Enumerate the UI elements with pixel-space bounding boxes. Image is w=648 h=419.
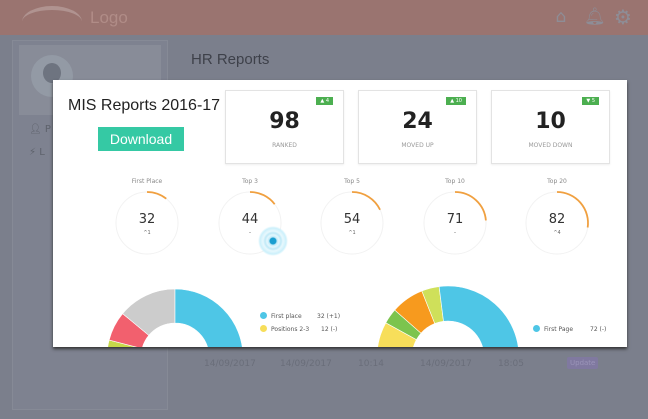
legend-value: 32 (+1): [317, 313, 341, 320]
page-title: HR Reports: [191, 51, 270, 68]
stat-card-moved-up: ▲ 10 24 MOVED UP: [358, 90, 477, 164]
cell: 10:14: [358, 359, 384, 369]
gauge-label: Top 3: [242, 178, 258, 185]
stat-label: MOVED UP: [401, 142, 434, 149]
legend-dot: [260, 325, 267, 332]
gauge-label: First Place: [131, 178, 163, 185]
cell: 14/09/2017: [420, 359, 472, 369]
gauge-ring: [525, 191, 589, 255]
gauge-label: Top 5: [344, 178, 360, 185]
sidebar-item-1[interactable]: 👤︎ P: [29, 124, 51, 135]
click-indicator: [258, 226, 288, 256]
donut-segment: [174, 288, 243, 347]
gauge-change: ^4: [553, 230, 561, 236]
legend-dot: [260, 312, 267, 319]
gear-icon[interactable]: ⚙: [614, 5, 632, 29]
legend-name: First Page: [544, 326, 574, 333]
trend-badge: ▲ 4: [316, 97, 333, 105]
logo-swoosh: [22, 6, 82, 22]
gauge-change: –: [248, 230, 252, 236]
stat-label: MOVED DOWN: [528, 142, 573, 149]
legend-value: 12 (-): [321, 326, 338, 333]
bolt-icon: ⚡︎: [29, 147, 40, 158]
donut-chart-left: [107, 288, 243, 347]
gauge-arc: [249, 191, 276, 205]
sidebar-item-2[interactable]: ⚡︎ L: [29, 147, 45, 158]
gauge-2: Top 5 54 ^1: [312, 178, 392, 270]
gauge-change: ^1: [143, 230, 151, 236]
bell-icon[interactable]: 🔔︎: [584, 7, 606, 27]
gauge-ring: [320, 191, 384, 255]
legend-dot: [533, 325, 540, 332]
gauge-value: 44: [241, 212, 259, 227]
trend-badge: ▼ 5: [582, 97, 599, 105]
mis-report-modal: MIS Reports 2016-17 Download ▲ 4 98 RANK…: [53, 80, 627, 347]
gauge-1: Top 3 44 –: [210, 178, 290, 270]
user-icon: 👤︎: [29, 124, 45, 135]
update-button[interactable]: Update: [567, 357, 599, 369]
gauge-label: Top 20: [547, 178, 567, 185]
logo[interactable]: Logo: [90, 8, 128, 27]
donut-chart-right: [377, 285, 519, 347]
download-button[interactable]: Download: [98, 127, 184, 151]
table-row: 14/09/2017 14/09/2017 10:14 14/09/2017 1…: [190, 352, 620, 376]
home-icon[interactable]: ⌂: [555, 7, 567, 27]
gauge-value: 54: [343, 212, 361, 227]
gauge-arc: [556, 191, 589, 228]
legend-value: 72 (-): [590, 326, 607, 333]
legend-name: First place: [271, 313, 302, 320]
modal-title: MIS Reports 2016-17: [68, 97, 221, 114]
stat-card-moved-down: ▼ 5 10 MOVED DOWN: [491, 90, 610, 164]
gauge-ring: [218, 191, 282, 255]
gauge-ring: [115, 191, 179, 255]
stat-card-ranked: ▲ 4 98 RANKED: [225, 90, 344, 164]
gauge-arc: [146, 191, 167, 200]
gauge-value: 82: [548, 212, 566, 227]
gauge-change: –: [453, 230, 457, 236]
gauge-3: Top 10 71 –: [415, 178, 495, 270]
gauge-change: ^1: [348, 230, 356, 236]
gauge-label: Top 10: [445, 178, 465, 185]
cell: 18:05: [498, 359, 524, 369]
gauge-value: 71: [446, 212, 464, 227]
stat-value: 98: [269, 109, 300, 134]
top-header: Logo ⌂ 🔔︎ ⚙: [0, 0, 648, 35]
trend-badge: ▲ 10: [446, 97, 466, 105]
stat-value: 24: [402, 109, 433, 134]
cell: 14/09/2017: [280, 359, 332, 369]
donut-segment: [438, 285, 519, 347]
gauge-arc: [454, 191, 487, 221]
gauge-arc: [351, 191, 381, 211]
gauge-value: 32: [138, 212, 156, 227]
stat-label: RANKED: [272, 142, 297, 149]
gauge-ring: [423, 191, 487, 255]
legend-name: Positions 2-3: [271, 326, 310, 333]
cell: 14/09/2017: [204, 359, 256, 369]
gauge-0: First Place 32 ^1: [107, 178, 187, 270]
gauge-4: Top 20 82 ^4: [517, 178, 597, 270]
stat-value: 10: [535, 109, 566, 134]
